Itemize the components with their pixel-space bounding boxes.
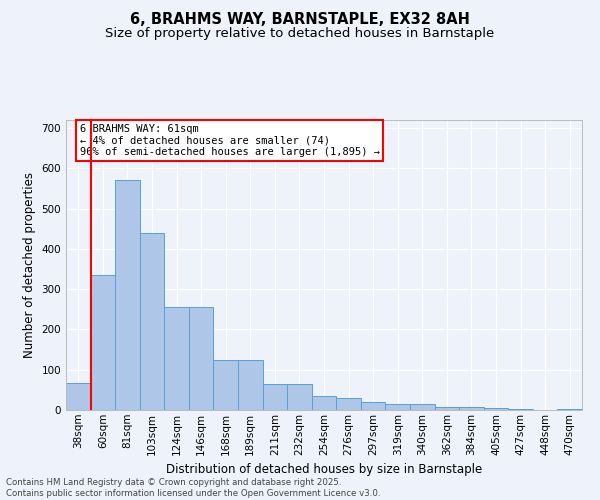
- Y-axis label: Number of detached properties: Number of detached properties: [23, 172, 36, 358]
- Bar: [385, 404, 410, 410]
- Bar: [263, 384, 287, 410]
- Bar: [91, 275, 115, 410]
- Bar: [336, 398, 361, 410]
- Bar: [484, 408, 508, 410]
- Bar: [214, 360, 238, 410]
- Bar: [312, 396, 336, 410]
- Bar: [410, 404, 434, 410]
- Bar: [508, 409, 533, 410]
- Bar: [66, 382, 91, 410]
- Bar: [164, 308, 189, 410]
- Text: 6, BRAHMS WAY, BARNSTAPLE, EX32 8AH: 6, BRAHMS WAY, BARNSTAPLE, EX32 8AH: [130, 12, 470, 28]
- Bar: [361, 402, 385, 410]
- Bar: [434, 407, 459, 410]
- X-axis label: Distribution of detached houses by size in Barnstaple: Distribution of detached houses by size …: [166, 463, 482, 476]
- Bar: [557, 409, 582, 410]
- Bar: [115, 180, 140, 410]
- Bar: [189, 308, 214, 410]
- Text: Size of property relative to detached houses in Barnstaple: Size of property relative to detached ho…: [106, 28, 494, 40]
- Bar: [140, 233, 164, 410]
- Text: Contains HM Land Registry data © Crown copyright and database right 2025.
Contai: Contains HM Land Registry data © Crown c…: [6, 478, 380, 498]
- Bar: [459, 407, 484, 410]
- Text: 6 BRAHMS WAY: 61sqm
← 4% of detached houses are smaller (74)
96% of semi-detache: 6 BRAHMS WAY: 61sqm ← 4% of detached hou…: [80, 124, 380, 157]
- Bar: [238, 360, 263, 410]
- Bar: [287, 384, 312, 410]
